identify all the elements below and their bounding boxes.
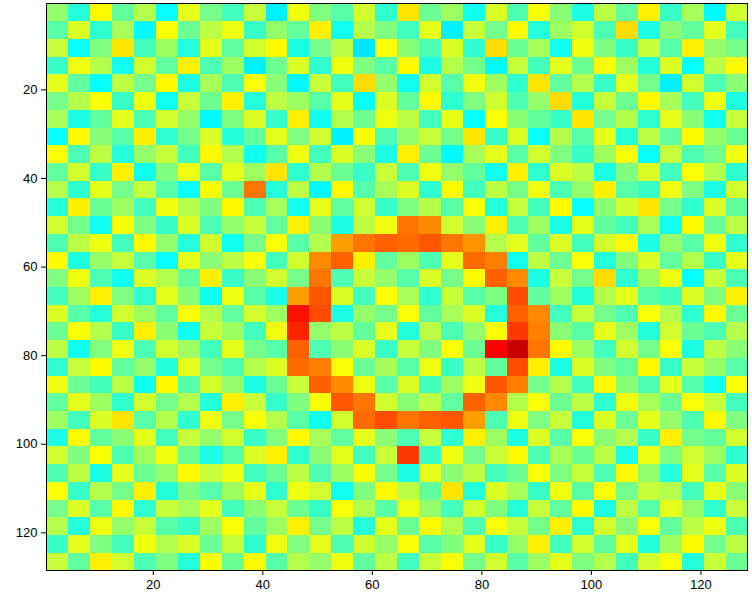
svg-text:20: 20 <box>146 577 160 592</box>
svg-text:80: 80 <box>475 577 489 592</box>
svg-text:20: 20 <box>23 82 37 97</box>
svg-text:60: 60 <box>23 259 37 274</box>
svg-text:120: 120 <box>16 525 38 540</box>
svg-text:60: 60 <box>365 577 379 592</box>
svg-text:120: 120 <box>690 577 712 592</box>
svg-text:100: 100 <box>581 577 603 592</box>
svg-text:40: 40 <box>256 577 270 592</box>
svg-text:100: 100 <box>16 436 38 451</box>
svg-text:40: 40 <box>23 171 37 186</box>
svg-text:80: 80 <box>23 348 37 363</box>
